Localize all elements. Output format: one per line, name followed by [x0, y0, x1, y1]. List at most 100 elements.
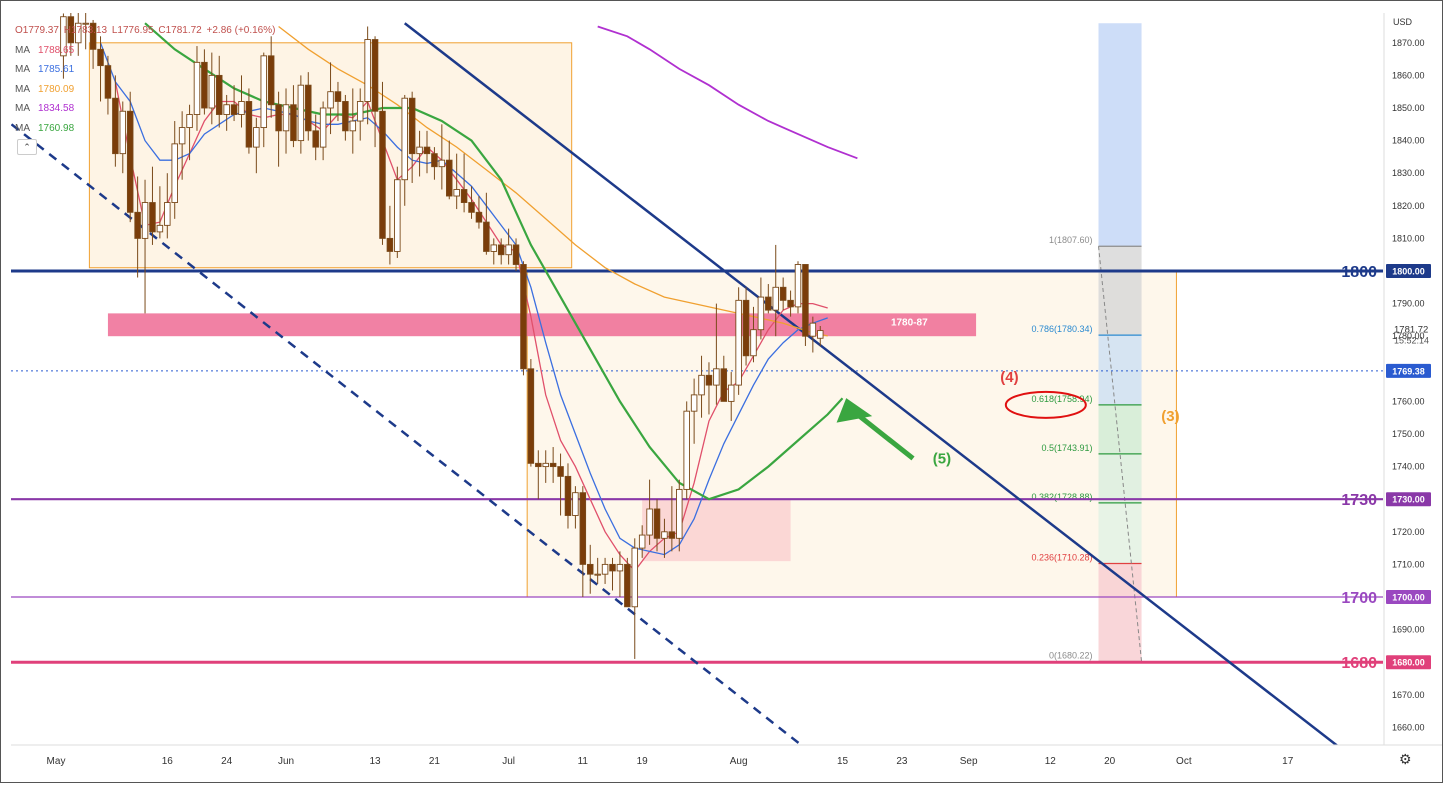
candle-body	[82, 22, 89, 25]
candle	[416, 130, 423, 177]
fib-band	[1098, 23, 1142, 247]
lower-channel-trendline	[11, 123, 804, 745]
candle	[661, 518, 668, 558]
candle	[453, 153, 460, 210]
fib-level-label: 0.786(1780.34)	[1031, 324, 1092, 334]
candle-body	[809, 322, 817, 337]
candle-body	[394, 179, 401, 252]
open-value: O1779.37	[15, 25, 59, 36]
candle	[802, 264, 809, 346]
candle	[223, 94, 230, 131]
candle-body	[208, 74, 216, 109]
candle-body	[112, 97, 119, 155]
settings-gear-icon[interactable]: ⚙	[1399, 751, 1412, 767]
candle-body	[416, 146, 423, 155]
candle-body	[104, 65, 112, 99]
fib-band	[1098, 404, 1142, 454]
candle-body	[178, 127, 186, 145]
candle	[579, 486, 587, 597]
candle	[119, 101, 127, 174]
last-price-label: 1781.72	[1394, 325, 1428, 336]
candle-body	[141, 202, 149, 239]
low-value: L1776.95	[111, 25, 154, 36]
candle-body	[646, 508, 653, 536]
ma-legend-row[interactable]: MA 1760.98	[15, 119, 277, 139]
candle	[817, 325, 824, 347]
candle-body	[238, 101, 245, 115]
fib-band	[1098, 335, 1142, 405]
ma-legend-row[interactable]: MA 1788.65	[15, 41, 277, 61]
candle	[141, 179, 149, 314]
time-tick-label: 23	[896, 756, 908, 767]
candle	[282, 88, 290, 154]
candle	[520, 261, 527, 376]
candle	[690, 378, 698, 444]
wave-5-label: (5)	[933, 450, 951, 467]
time-tick-label: 17	[1282, 756, 1294, 767]
candle	[601, 557, 609, 584]
candle	[305, 72, 312, 141]
candle-body	[67, 16, 75, 44]
candle	[638, 525, 646, 558]
candle	[208, 52, 216, 125]
ma-legend-row[interactable]: MA 1785.61	[15, 60, 277, 80]
candle-body	[683, 410, 690, 490]
candle	[186, 104, 193, 161]
level-axis-tag: 1700.00	[1392, 593, 1425, 603]
candle-body	[720, 368, 728, 402]
candle	[809, 316, 817, 353]
fib-level-label: 0.382(1728.88)	[1031, 492, 1092, 502]
candle	[356, 88, 364, 141]
candle-body	[483, 221, 490, 252]
price-tick-label: 1790.00	[1392, 299, 1425, 309]
candle-body	[638, 534, 646, 549]
candle-body	[549, 462, 557, 468]
chart-legend: O1779.37 H1783.13 L1776.95 C1781.72 +2.8…	[15, 21, 277, 138]
candle	[253, 117, 260, 174]
level-label: 1730	[1341, 492, 1377, 509]
candle	[156, 186, 164, 239]
candle	[149, 166, 156, 245]
candle-body	[601, 563, 609, 575]
candle-body	[245, 101, 253, 148]
price-tick-label: 1720.00	[1392, 527, 1425, 537]
candle	[446, 140, 453, 200]
candle	[349, 88, 357, 154]
time-axis: May 16 24 Jun 13 21 Jul 11 19 Aug 15 23 Sep 12 20 Oct 17	[11, 744, 1442, 767]
candle-body	[319, 107, 327, 148]
candle	[327, 62, 334, 135]
ma-legend-row[interactable]: MA 1780.09	[15, 80, 277, 100]
candle	[82, 13, 89, 50]
candle-body	[253, 127, 260, 148]
candle-body	[802, 264, 809, 337]
candle-body	[579, 492, 587, 565]
candle-body	[624, 563, 631, 608]
candle-body	[164, 202, 171, 226]
candle	[564, 463, 572, 529]
price-tick-label: 1810.00	[1392, 233, 1425, 243]
currency-selector[interactable]: USD	[1393, 17, 1413, 27]
candle	[260, 52, 268, 148]
candle-body	[520, 264, 527, 370]
candle	[89, 19, 97, 69]
time-tick-label: Oct	[1176, 756, 1192, 767]
collapse-legend-button[interactable]: ⌃	[17, 139, 37, 155]
time-tick-label: 21	[429, 756, 441, 767]
ma-legend-row[interactable]: MA 1834.58	[15, 99, 277, 119]
candle	[683, 401, 690, 500]
candle	[394, 166, 401, 258]
candle	[438, 124, 446, 190]
time-tick-label: 12	[1045, 756, 1057, 767]
candle	[475, 196, 483, 229]
close-value: C1781.72	[158, 25, 202, 36]
candle-body	[260, 55, 268, 129]
ma-label: MA	[15, 64, 30, 75]
wave-5-arrow-head	[836, 398, 873, 423]
candle	[379, 81, 386, 245]
fib-level-label: 0.236(1710.28)	[1031, 552, 1092, 562]
price-tick-label: 1870.00	[1392, 38, 1425, 48]
fib-level-label: 0.5(1743.91)	[1041, 443, 1092, 453]
level-axis-tag-bg	[1386, 655, 1431, 670]
level-axis-tag: 1680.00	[1392, 658, 1425, 668]
